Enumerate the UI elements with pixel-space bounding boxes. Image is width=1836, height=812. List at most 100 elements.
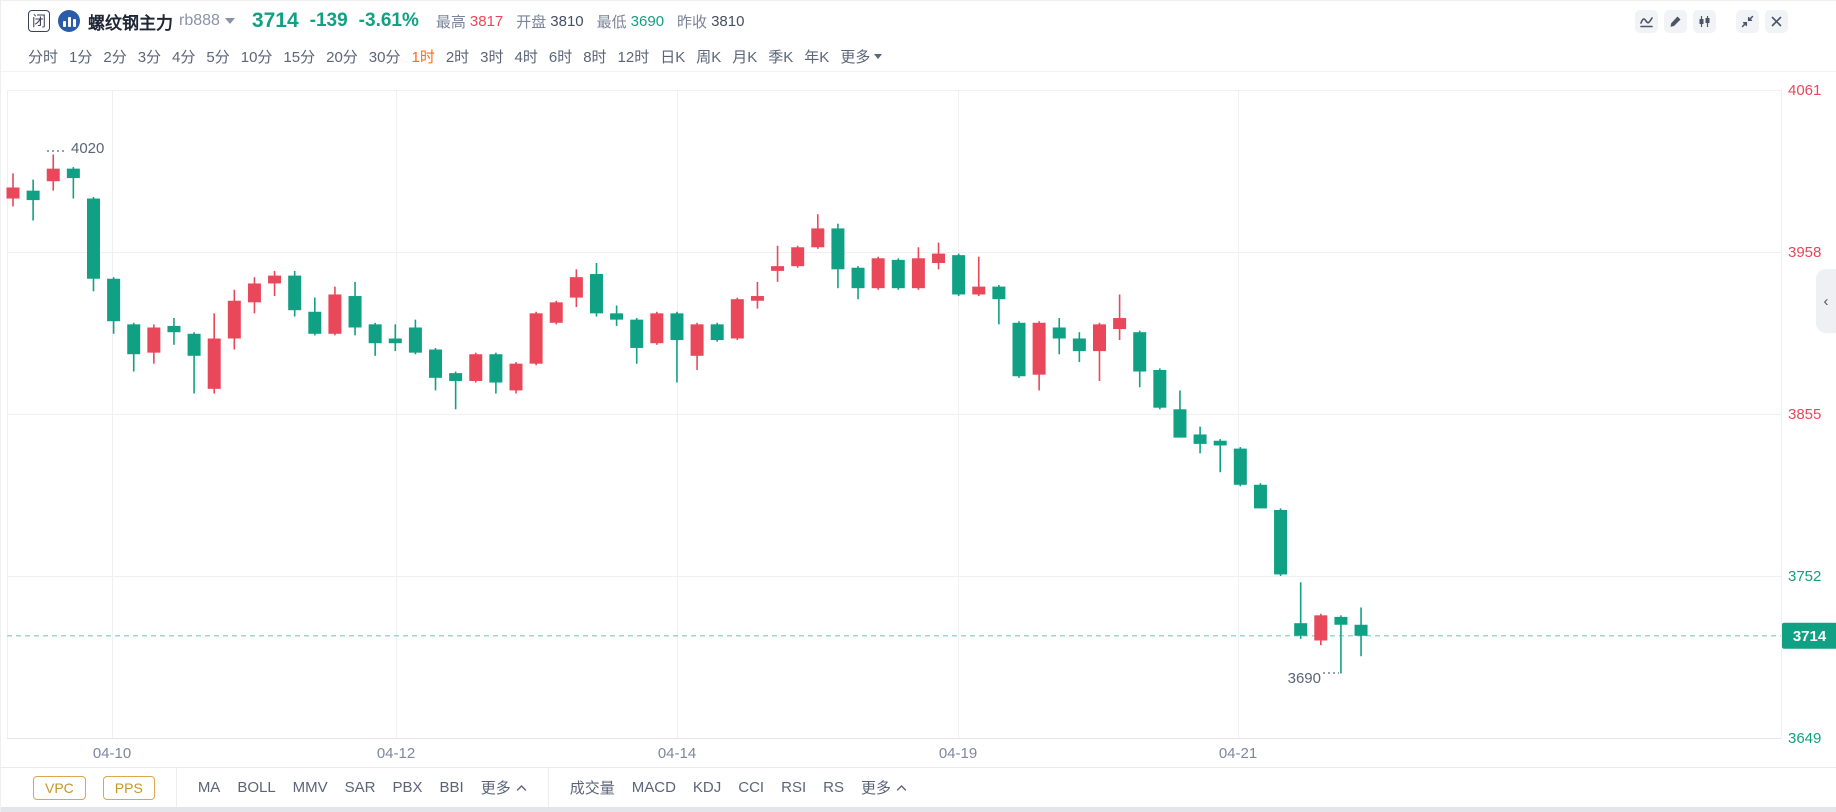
tab-1hour-selected[interactable]: 1时 xyxy=(411,48,435,66)
candle-body xyxy=(771,266,785,271)
indicator-bbi[interactable]: BBI xyxy=(439,779,464,796)
trend-line-button[interactable] xyxy=(1635,9,1658,33)
tab-more-label: 更多 xyxy=(840,48,871,66)
stat-low-value: 3690 xyxy=(630,12,665,30)
y-axis-label: 3752 xyxy=(1788,568,1821,585)
candle-body xyxy=(1193,434,1207,444)
bar-chart-circle-icon xyxy=(58,10,80,32)
high-annotation: 4020 xyxy=(71,140,104,157)
tab-4min[interactable]: 4分 xyxy=(172,48,196,66)
candle-body xyxy=(187,333,201,356)
panel-collapse-tab[interactable]: ‹ xyxy=(1816,269,1836,333)
tab-10min[interactable]: 10分 xyxy=(240,48,273,66)
tab-quarterly[interactable]: 季K xyxy=(768,48,794,66)
tab-daily[interactable]: 日K xyxy=(660,48,686,66)
indicator-sar[interactable]: SAR xyxy=(344,779,376,796)
tab-3hour[interactable]: 3时 xyxy=(480,48,504,66)
indicator-rsi[interactable]: RSI xyxy=(781,779,807,796)
current-price-badge-value: 3714 xyxy=(1793,628,1827,645)
candle-body xyxy=(46,168,60,182)
tab-8hour[interactable]: 8时 xyxy=(583,48,607,66)
current-price-badge xyxy=(1782,622,1836,649)
pps-button[interactable]: PPS xyxy=(102,775,155,800)
candle-body xyxy=(791,247,805,267)
shrink-button[interactable] xyxy=(1736,9,1759,33)
stat-prev-close-label: 昨收 xyxy=(677,13,708,31)
candle-body xyxy=(388,338,402,344)
tab-2hour[interactable]: 2时 xyxy=(445,48,470,66)
tab-fenshi[interactable]: 分时 xyxy=(28,48,59,66)
divider xyxy=(175,767,177,808)
candle-body xyxy=(147,327,161,353)
candle-body xyxy=(449,373,463,381)
candle-body xyxy=(207,338,221,389)
indicator-macd[interactable]: MACD xyxy=(631,779,676,796)
candle-body xyxy=(992,286,1006,300)
chevron-up-icon xyxy=(516,784,526,791)
indicator-boll[interactable]: BOLL xyxy=(237,779,276,796)
candle-body xyxy=(1294,623,1308,636)
tab-15min[interactable]: 15分 xyxy=(283,48,316,66)
candle-body xyxy=(851,267,865,289)
stat-open: 开盘 3810 xyxy=(516,11,583,32)
stat-high-value: 3817 xyxy=(469,12,504,30)
indicator-cci[interactable]: CCI xyxy=(738,779,765,796)
candle-body xyxy=(6,187,20,199)
candle-body xyxy=(650,313,664,344)
indicator-kdj[interactable]: KDJ xyxy=(692,779,722,796)
indicator-pbx[interactable]: PBX xyxy=(392,779,423,796)
tab-3min[interactable]: 3分 xyxy=(137,48,162,66)
tab-2min[interactable]: 2分 xyxy=(103,48,127,66)
more-label: 更多 xyxy=(860,780,891,797)
price-change-percent: -3.61% xyxy=(358,10,419,31)
tab-weekly[interactable]: 周K xyxy=(696,48,722,66)
close-button[interactable] xyxy=(1765,9,1788,33)
tab-20min[interactable]: 20分 xyxy=(326,48,358,66)
indicator-volume[interactable]: 成交量 xyxy=(569,780,615,797)
candle-body xyxy=(429,349,443,378)
tab-monthly[interactable]: 月K xyxy=(732,48,758,66)
candle-body xyxy=(730,299,744,339)
chevron-down-icon[interactable] xyxy=(224,18,235,24)
tab-yearly[interactable]: 年K xyxy=(804,48,830,66)
indicator-rs[interactable]: RS xyxy=(823,779,844,796)
sub-indicators-more[interactable]: 更多 xyxy=(861,777,907,798)
tab-1min[interactable]: 1分 xyxy=(69,48,93,66)
tab-more[interactable]: 更多 xyxy=(840,46,883,67)
session-stats: 最高 3817 开盘 3810 最低 3690 昨收 3810 xyxy=(436,11,745,32)
candle-body xyxy=(1213,440,1227,446)
candle-body xyxy=(690,324,704,356)
candle-body xyxy=(167,325,181,333)
draw-button[interactable] xyxy=(1664,9,1687,33)
candle-body xyxy=(891,259,905,289)
candle-body xyxy=(670,313,684,341)
main-indicators-more[interactable]: 更多 xyxy=(481,777,527,798)
indicator-bar: VPC PPS MA BOLL MMV SAR PBX BBI 更多 成交量 M… xyxy=(1,767,1836,808)
vpc-button[interactable]: VPC xyxy=(33,775,86,800)
instrument-title: 螺纹钢主力 xyxy=(88,13,173,33)
candle-body xyxy=(469,354,483,381)
candle-body xyxy=(952,255,966,295)
indicator-mmv[interactable]: MMV xyxy=(292,779,328,796)
candle-body xyxy=(1012,322,1026,377)
tab-6hour[interactable]: 6时 xyxy=(548,48,573,66)
candle-body xyxy=(1314,615,1328,641)
more-label: 更多 xyxy=(480,780,511,797)
stat-prev-close-value: 3810 xyxy=(711,12,745,30)
candle-body xyxy=(127,324,141,355)
tab-12hour[interactable]: 12时 xyxy=(617,48,650,66)
candle-style-button[interactable] xyxy=(1693,9,1716,33)
stat-open-value: 3810 xyxy=(550,12,584,30)
last-price: 3714 xyxy=(251,9,299,32)
tab-30min[interactable]: 30分 xyxy=(368,48,401,66)
candle-body xyxy=(1334,616,1348,625)
candle-body xyxy=(268,275,282,284)
tab-5min[interactable]: 5分 xyxy=(206,48,230,66)
indicator-ma[interactable]: MA xyxy=(197,779,221,796)
divider xyxy=(547,767,549,808)
candle-body xyxy=(26,190,40,201)
candle-body xyxy=(1253,484,1267,509)
tab-4hour[interactable]: 4时 xyxy=(514,48,538,66)
candle-body xyxy=(871,258,885,289)
